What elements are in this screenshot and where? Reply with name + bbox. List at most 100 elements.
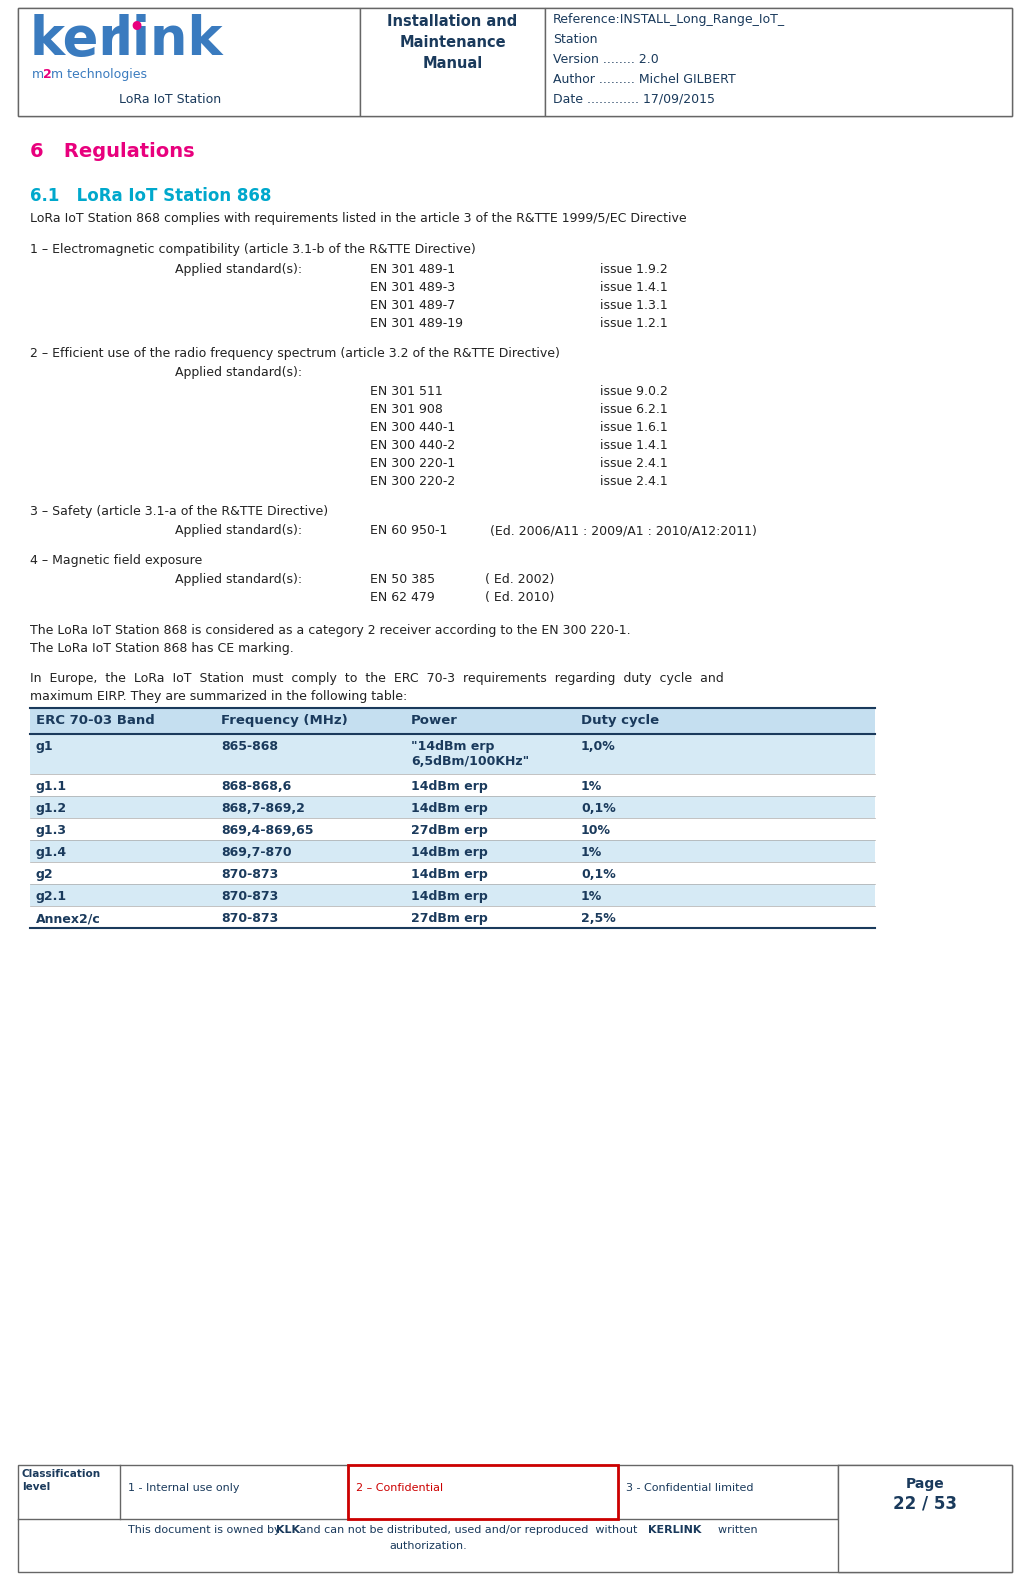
Text: authorization.: authorization. [389, 1541, 467, 1552]
Text: ker: ker [30, 14, 126, 66]
Text: 6.1   LoRa IoT Station 868: 6.1 LoRa IoT Station 868 [30, 188, 271, 205]
Text: 14dBm erp: 14dBm erp [411, 803, 488, 815]
Text: (Ed. 2006/A11 : 2009/A1 : 2010/A12:2011): (Ed. 2006/A11 : 2009/A1 : 2010/A12:2011) [490, 524, 757, 538]
Text: This document is owned by: This document is owned by [128, 1525, 284, 1534]
Text: 3 – Safety (article 3.1-a of the R&TTE Directive): 3 – Safety (article 3.1-a of the R&TTE D… [30, 505, 329, 517]
Text: 0,1%: 0,1% [581, 803, 616, 815]
Text: EN 301 489-7: EN 301 489-7 [370, 300, 455, 312]
Text: ( Ed. 2002): ( Ed. 2002) [485, 572, 554, 587]
Text: "14dBm erp: "14dBm erp [411, 740, 494, 752]
Text: issue 1.2.1: issue 1.2.1 [600, 317, 667, 330]
Text: 1,0%: 1,0% [581, 740, 616, 752]
Text: Power: Power [411, 714, 458, 727]
Text: m: m [32, 68, 44, 80]
Text: issue 6.2.1: issue 6.2.1 [600, 404, 667, 416]
Text: g2: g2 [36, 867, 54, 882]
Text: •: • [127, 14, 145, 43]
Text: g1.2: g1.2 [36, 803, 67, 815]
Bar [30, 818, 876, 841]
Text: g1: g1 [36, 740, 54, 752]
Text: 6   Regulations: 6 Regulations [30, 142, 195, 161]
Text: issue 1.6.1: issue 1.6.1 [600, 421, 667, 434]
Text: EN 300 440-2: EN 300 440-2 [370, 438, 455, 453]
Text: issue 1.4.1: issue 1.4.1 [600, 281, 667, 293]
Bar [18, 8, 360, 117]
Bar [30, 885, 876, 907]
Text: issue 2.4.1: issue 2.4.1 [600, 457, 667, 470]
Text: 1%: 1% [581, 845, 603, 859]
Bar [30, 863, 876, 885]
Text: 14dBm erp: 14dBm erp [411, 781, 488, 793]
Bar [360, 8, 545, 117]
Text: maximum EIRP. They are summarized in the following table:: maximum EIRP. They are summarized in the… [30, 691, 407, 703]
Text: Installation and
Maintenance
Manual: Installation and Maintenance Manual [387, 14, 518, 71]
Text: EN 300 220-1: EN 300 220-1 [370, 457, 455, 470]
Bar [30, 774, 876, 796]
Bar [838, 1465, 1012, 1572]
Text: issue 2.4.1: issue 2.4.1 [600, 475, 667, 487]
Text: Annex2/c: Annex2/c [36, 912, 101, 926]
Text: 10%: 10% [581, 825, 611, 837]
Text: 870-873: 870-873 [221, 889, 278, 904]
Bar [30, 841, 876, 863]
Text: 1 – Electromagnetic compatibility (article 3.1-b of the R&TTE Directive): 1 – Electromagnetic compatibility (artic… [30, 243, 476, 255]
Text: 869,4-869,65: 869,4-869,65 [221, 825, 313, 837]
Text: EN 301 908: EN 301 908 [370, 404, 443, 416]
Text: m technologies: m technologies [52, 68, 147, 80]
Text: 1%: 1% [581, 781, 603, 793]
Text: KLK: KLK [276, 1525, 300, 1534]
Text: issue 1.3.1: issue 1.3.1 [600, 300, 667, 312]
Bar [348, 1465, 618, 1519]
Text: LoRa IoT Station 868 complies with requirements listed in the article 3 of the R: LoRa IoT Station 868 complies with requi… [30, 211, 687, 226]
Text: Frequency (MHz): Frequency (MHz) [221, 714, 348, 727]
Text: Version ........ 2.0: Version ........ 2.0 [553, 54, 659, 66]
Text: 868,7-869,2: 868,7-869,2 [221, 803, 305, 815]
Text: EN 62 479: EN 62 479 [370, 591, 435, 604]
Bar [545, 8, 1012, 117]
Text: Applied standard(s):: Applied standard(s): [175, 524, 302, 538]
Text: 2 – Efficient use of the radio frequency spectrum (article 3.2 of the R&TTE Dire: 2 – Efficient use of the radio frequency… [30, 347, 560, 360]
Text: Author ......... Michel GILBERT: Author ......... Michel GILBERT [553, 73, 735, 87]
Text: issue 1.4.1: issue 1.4.1 [600, 438, 667, 453]
Text: Reference:INSTALL_Long_Range_IoT_: Reference:INSTALL_Long_Range_IoT_ [553, 13, 785, 25]
Text: ERC 70-03 Band: ERC 70-03 Band [36, 714, 154, 727]
Text: 869,7-870: 869,7-870 [221, 845, 291, 859]
Text: 27dBm erp: 27dBm erp [411, 825, 488, 837]
Text: EN 300 440-1: EN 300 440-1 [370, 421, 455, 434]
Text: link: link [115, 14, 224, 66]
Text: Classification
level: Classification level [22, 1470, 101, 1492]
Text: KERLINK: KERLINK [648, 1525, 701, 1534]
Text: EN 301 489-1: EN 301 489-1 [370, 263, 455, 276]
Text: Applied standard(s):: Applied standard(s): [175, 263, 302, 276]
Text: 0,1%: 0,1% [581, 867, 616, 882]
Bar [18, 1465, 1012, 1572]
Text: EN 50 385: EN 50 385 [370, 572, 435, 587]
Text: 868-868,6: 868-868,6 [221, 781, 291, 793]
Text: 2 – Confidential: 2 – Confidential [356, 1482, 443, 1493]
Text: Station: Station [553, 33, 597, 46]
Bar [18, 8, 1012, 117]
Text: written: written [711, 1525, 758, 1534]
Text: EN 301 511: EN 301 511 [370, 385, 443, 397]
Text: 870-873: 870-873 [221, 867, 278, 882]
Text: and can not be distributed, used and/or reproduced  without: and can not be distributed, used and/or … [296, 1525, 641, 1534]
Text: The LoRa IoT Station 868 has CE marking.: The LoRa IoT Station 868 has CE marking. [30, 642, 294, 654]
Bar [30, 796, 876, 818]
Text: g1.1: g1.1 [36, 781, 67, 793]
Text: issue 1.9.2: issue 1.9.2 [600, 263, 667, 276]
Bar [30, 733, 876, 774]
Text: 22 / 53: 22 / 53 [893, 1495, 957, 1512]
Text: EN 60 950-1: EN 60 950-1 [370, 524, 447, 538]
Text: 3 - Confidential limited: 3 - Confidential limited [626, 1482, 754, 1493]
Text: 14dBm erp: 14dBm erp [411, 889, 488, 904]
Text: 27dBm erp: 27dBm erp [411, 912, 488, 926]
Text: 2: 2 [43, 68, 52, 80]
Text: 6,5dBm/100KHz": 6,5dBm/100KHz" [411, 755, 529, 768]
Text: Applied standard(s):: Applied standard(s): [175, 366, 302, 378]
Text: 2,5%: 2,5% [581, 912, 616, 926]
Text: EN 301 489-19: EN 301 489-19 [370, 317, 464, 330]
Text: 4 – Magnetic field exposure: 4 – Magnetic field exposure [30, 554, 202, 568]
Text: The LoRa IoT Station 868 is considered as a category 2 receiver according to the: The LoRa IoT Station 868 is considered a… [30, 624, 630, 637]
Bar [30, 708, 876, 733]
Text: g2.1: g2.1 [36, 889, 67, 904]
